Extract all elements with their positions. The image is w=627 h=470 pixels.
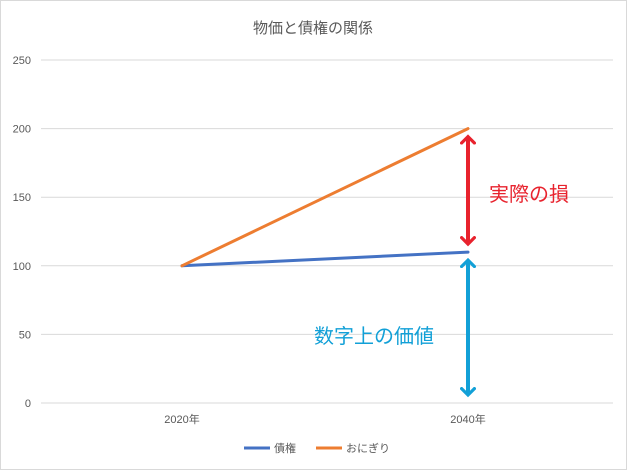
series-lines [180,127,470,268]
annotation-label-0: 実際の損 [489,182,569,206]
y-tick-label: 250 [13,55,31,67]
legend-label-1: おにぎり [346,441,390,455]
annotation-label-1: 数字上の価値 [314,324,434,348]
legend-label-0: 債権 [274,441,296,455]
y-tick-label: 50 [19,329,31,341]
y-tick-label: 150 [13,192,31,204]
x-axis-ticks: 2020年 2040年 [164,412,485,426]
y-tick-label: 0 [25,398,31,410]
x-tick-label: 2020年 [164,412,199,426]
y-tick-label: 100 [13,261,31,273]
series-line-0 [180,250,470,268]
y-axis-ticks: 0 50 100 150 200 250 [13,55,31,410]
series-line-1 [180,127,470,268]
x-tick-label: 2040年 [450,412,485,426]
y-tick-label: 200 [13,124,31,136]
gridlines [41,59,613,404]
legend: 債権 おにぎり [244,441,390,455]
chart-title: 物価と債権の関係 [253,19,373,37]
